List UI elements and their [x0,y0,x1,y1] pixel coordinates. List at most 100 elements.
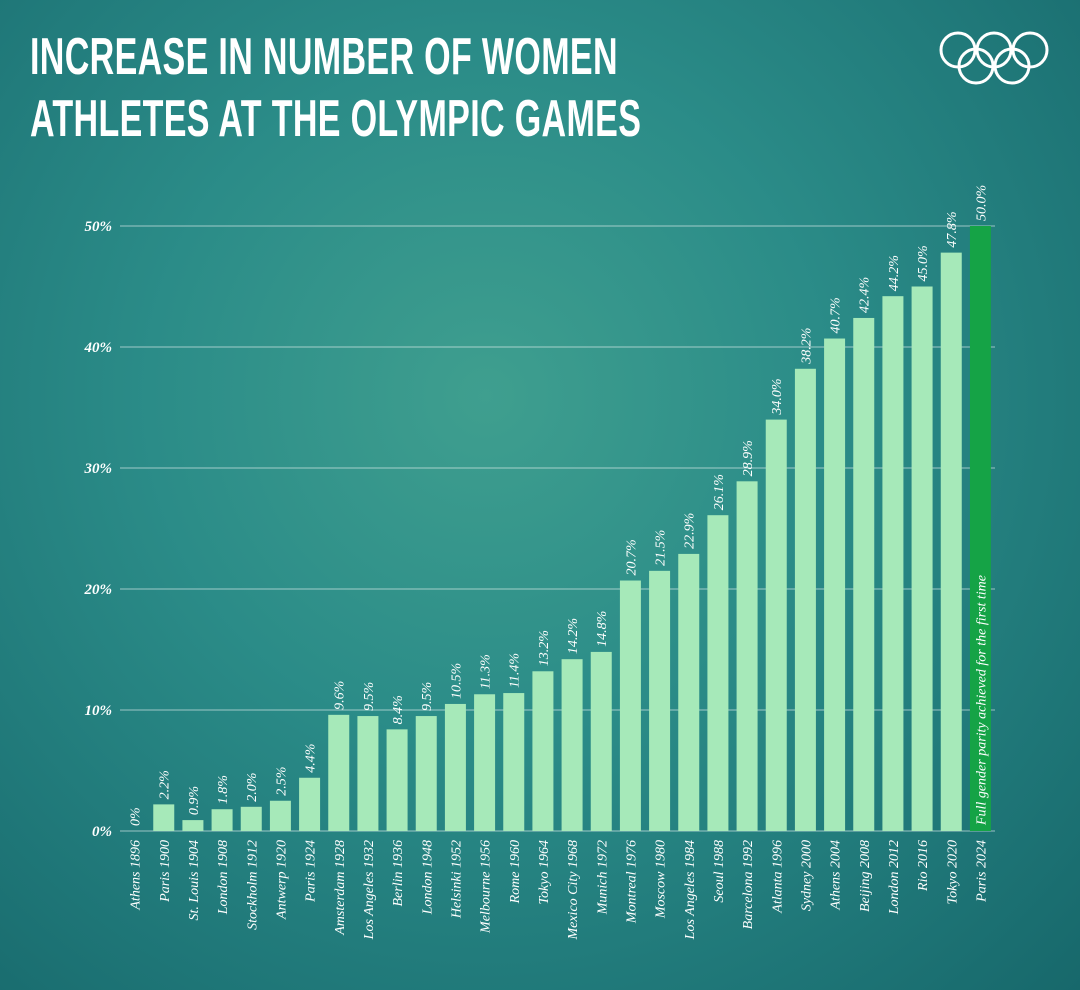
x-tick-label: Tokyo 2020 [945,840,960,904]
value-label: 45.0% [916,245,931,281]
x-tick-label: Melbourne 1956 [479,840,494,934]
bar [415,716,437,831]
bar [503,693,525,831]
y-tick-label: 50% [85,219,113,235]
x-tick-label: Moscow 1980 [654,840,669,919]
bar [882,296,904,831]
bar [182,820,204,831]
x-tick-label: Los Angeles 1932 [362,840,377,940]
value-label: 26.1% [712,474,727,510]
x-tick-label: Munich 1972 [595,840,610,915]
value-label: 40.7% [829,297,844,333]
bar [444,703,466,831]
bar [678,553,700,831]
y-tick-label: 0% [92,824,112,840]
bar [794,368,816,831]
bar [474,694,496,831]
x-tick-label: London 1948 [420,840,435,915]
value-label: 11.4% [508,653,523,688]
bar [153,804,175,831]
value-label: 9.6% [333,681,348,710]
bar [532,671,554,831]
value-label: 20.7% [624,539,639,575]
value-label: 22.9% [683,513,698,549]
bar [824,338,846,831]
value-label: 10.5% [449,663,464,699]
value-label: 21.5% [654,530,669,566]
x-tick-label: Helsinki 1952 [449,840,464,919]
bar [736,481,758,831]
x-tick-label: Stockholm 1912 [245,840,260,930]
value-label: 4.4% [304,744,319,773]
bar [853,317,875,832]
value-label: 28.9% [741,440,756,476]
x-tick-label: Beijing 2008 [858,840,873,912]
y-tick-label: 30% [84,461,113,477]
value-label: 44.2% [887,255,902,291]
value-label: 34.0% [770,378,785,415]
x-tick-label: Montreal 1976 [624,840,639,924]
x-tick-label: Antwerp 1920 [274,840,289,920]
value-label: 42.4% [858,277,873,313]
value-label: 47.8% [945,211,960,247]
y-tick-label: 20% [84,582,113,598]
x-tick-label: London 1908 [216,840,231,915]
x-tick-label: London 2012 [887,840,902,915]
value-label: 13.2% [537,630,552,666]
chart-title: INCREASE IN NUMBER OF WOMEN ATHLETES AT … [30,28,642,148]
bar [940,252,962,831]
value-label: 0% [129,807,144,826]
olympic-rings [939,31,1049,85]
value-label: 2.5% [274,767,289,796]
x-tick-label: Tokyo 1964 [537,840,552,904]
x-tick-label: Amsterdam 1928 [333,840,348,936]
x-tick-label: Rio 2016 [916,840,931,892]
bar [269,800,291,831]
x-tick-label: Los Angeles 1984 [683,840,698,940]
bar [386,729,408,831]
bar [619,580,641,831]
x-tick-label: Athens 1896 [129,840,144,911]
bar [357,716,379,831]
y-tick-label: 40% [84,340,113,356]
x-tick-label: Seoul 1988 [712,840,727,903]
y-tick-label: 10% [85,703,113,719]
x-tick-label: Paris 1900 [158,840,173,903]
value-label: 1.8% [216,775,231,804]
x-tick-label: Paris 1924 [304,840,319,903]
bar [299,777,321,831]
x-tick-label: Barcelona 1992 [741,840,756,929]
x-tick-label: Rome 1960 [508,840,523,904]
x-tick-label: Paris 2024 [974,840,989,903]
value-label: 14.2% [566,618,581,654]
bar [911,286,933,831]
value-label: 2.2% [158,770,173,799]
x-tick-label: Mexico City 1968 [566,840,581,941]
bar [707,515,729,831]
value-label: 11.3% [479,654,494,689]
bar [211,809,233,831]
bar [328,714,350,831]
x-tick-label: Sydney 2000 [799,840,814,911]
value-label: 9.5% [420,682,435,711]
x-tick-label: St. Louis 1904 [187,840,202,921]
annotation: Full gender parity achieved for the firs… [974,575,989,826]
bar [240,806,262,831]
value-label: 0.9% [187,786,202,815]
bar [649,570,671,831]
bar [765,419,787,831]
bar [561,659,583,831]
x-tick-label: Athens 2004 [829,840,844,911]
value-label: 50.0% [974,185,989,221]
value-label: 14.8% [595,611,610,647]
bar [969,226,991,831]
value-label: 2.0% [245,773,260,802]
value-label: 9.5% [362,682,377,711]
x-tick-label: Berlin 1936 [391,840,406,907]
x-tick-label: Atlanta 1996 [770,840,785,914]
value-label: 38.2% [799,328,814,365]
bar [590,651,612,831]
value-label: 8.4% [391,695,406,724]
